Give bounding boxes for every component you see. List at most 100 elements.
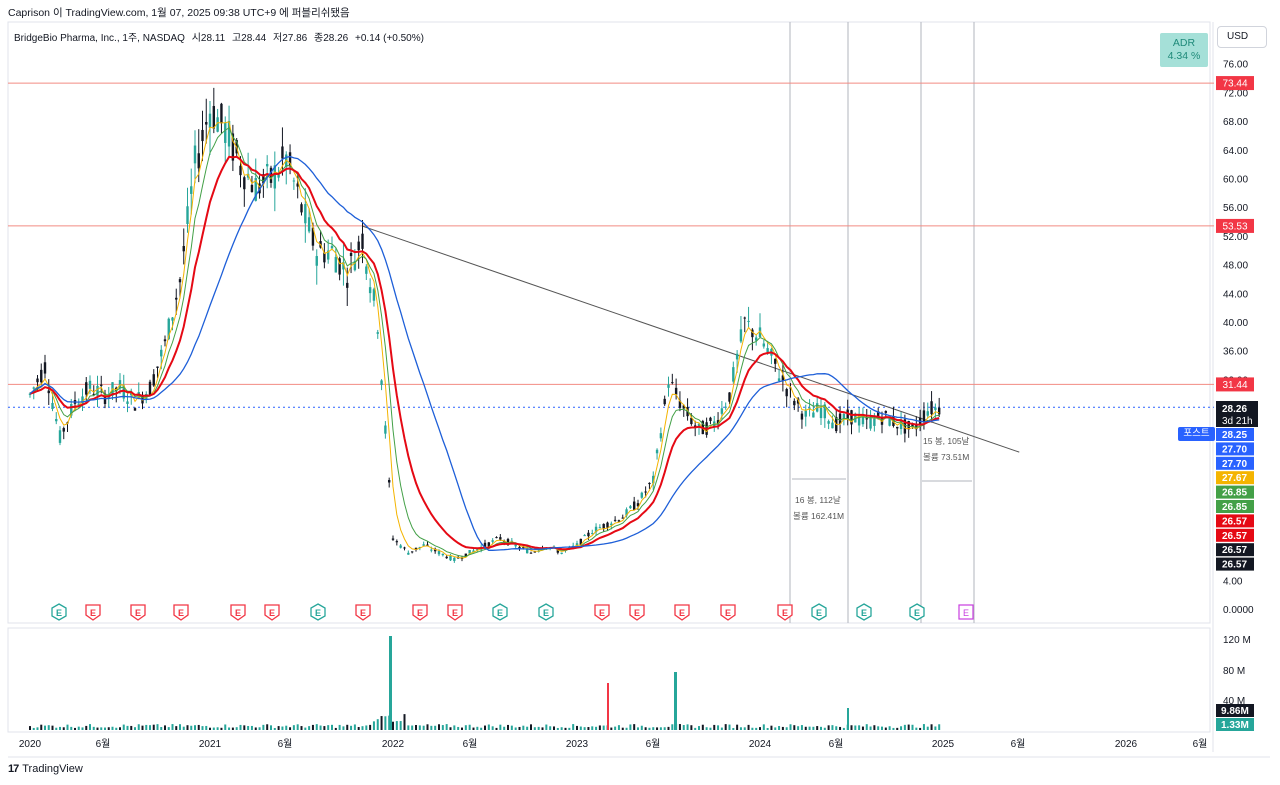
volume-bar — [911, 724, 914, 730]
earnings-letter: E — [56, 608, 62, 618]
earnings-letter: E — [634, 608, 640, 618]
candle-body — [430, 549, 433, 551]
x-axis-tick-label: 6월 — [646, 738, 661, 750]
candle-body — [575, 543, 579, 547]
candle-body — [693, 425, 697, 427]
volume-bar — [793, 725, 796, 730]
candle-body — [422, 544, 425, 546]
candle-body — [506, 539, 510, 545]
volume-bar — [119, 727, 121, 730]
volume-bar — [342, 726, 345, 730]
candle-body — [476, 549, 479, 551]
x-axis-tick-label: 6월 — [1011, 738, 1026, 750]
volume-bar — [399, 721, 402, 730]
candle-body — [387, 480, 391, 483]
volume-bar — [556, 727, 559, 730]
volume-bars — [29, 636, 941, 730]
ma-line-sma — [29, 155, 940, 551]
volume-bar — [281, 726, 284, 730]
candle-body — [610, 523, 613, 526]
volume-bar — [541, 727, 544, 730]
candle-body — [892, 416, 895, 427]
volume-axis-label: 40 M — [1223, 696, 1245, 707]
candle-body — [380, 380, 383, 385]
volume-bar — [100, 727, 103, 730]
candle-body — [58, 430, 62, 443]
candle-body — [632, 501, 636, 510]
volume-bar — [197, 724, 200, 730]
measure-bars-label: 15 봉, 105날 — [923, 436, 970, 446]
volume-bar — [549, 726, 552, 730]
volume-bar — [682, 725, 685, 730]
post-tag[interactable]: 포스트 — [1178, 427, 1215, 441]
y-axis-tick-label: 40.00 — [1223, 318, 1248, 329]
candle-body — [384, 425, 387, 434]
candle-body — [292, 180, 296, 182]
candle-body — [579, 538, 583, 545]
candle-body — [81, 396, 84, 404]
volume-bar — [930, 724, 933, 730]
ma-value-label: 26.57 — [1222, 531, 1247, 542]
ma-value-badge — [1216, 528, 1254, 542]
volume-bar — [134, 727, 136, 730]
volume-bar — [130, 725, 133, 730]
volume-spike-bar — [389, 636, 392, 730]
volume-bar — [671, 724, 674, 730]
candle-body — [212, 106, 216, 129]
candle-body — [193, 145, 197, 164]
volume-bar — [247, 726, 250, 730]
volume-bar — [175, 726, 178, 730]
volume-bar — [70, 726, 73, 730]
candle-body — [884, 411, 888, 413]
volume-bar — [62, 727, 65, 730]
candle-body — [346, 282, 349, 288]
y-axis-tick-label: 52.00 — [1223, 232, 1248, 243]
volume-bar — [357, 727, 360, 730]
volume-bar — [418, 725, 421, 730]
currency-selector[interactable]: USD — [1217, 26, 1267, 48]
earnings-hex-icon — [856, 603, 872, 621]
candle-body — [629, 506, 632, 509]
volume-bar — [426, 724, 429, 730]
earnings-letter: E — [235, 608, 241, 618]
earnings-shield-icon — [674, 604, 690, 621]
earnings-hex-icon — [310, 603, 326, 621]
volume-bar — [907, 724, 910, 730]
volume-bar — [250, 725, 253, 730]
earnings-letter: E — [725, 608, 731, 618]
volume-bar — [713, 724, 716, 730]
x-axis-tick-label: 2025 — [932, 739, 955, 750]
candle-body — [296, 183, 299, 187]
candle-body — [100, 384, 103, 386]
volume-bar — [865, 724, 868, 730]
volume-bar — [384, 716, 387, 730]
volume-bar — [115, 727, 118, 730]
candle-body — [307, 217, 311, 232]
volume-bar — [327, 725, 330, 730]
volume-bar — [926, 726, 929, 730]
volume-bar — [277, 726, 280, 730]
candle-body — [934, 407, 937, 410]
ma-value-badge — [1216, 428, 1254, 441]
volume-bar — [785, 727, 788, 730]
candle-body — [254, 177, 257, 201]
x-axis-tick-label: 6월 — [829, 738, 844, 750]
candle-body — [36, 378, 39, 383]
candle-body — [735, 353, 739, 360]
volume-bar — [877, 726, 880, 730]
candle-body — [613, 519, 617, 521]
volume-bar — [778, 726, 781, 730]
candle-body — [122, 385, 125, 399]
earnings-shield-icon — [447, 604, 463, 621]
candle-body — [598, 527, 602, 529]
volume-spike-bar — [674, 672, 677, 730]
volume-bar — [239, 724, 242, 730]
candle-body — [617, 520, 621, 522]
candle-body — [361, 233, 364, 249]
volume-bar — [751, 727, 754, 730]
volume-bar — [334, 727, 337, 730]
ma-value-label: 28.25 — [1222, 430, 1247, 441]
earnings-shield-icon — [629, 604, 645, 621]
volume-bar — [892, 727, 895, 730]
